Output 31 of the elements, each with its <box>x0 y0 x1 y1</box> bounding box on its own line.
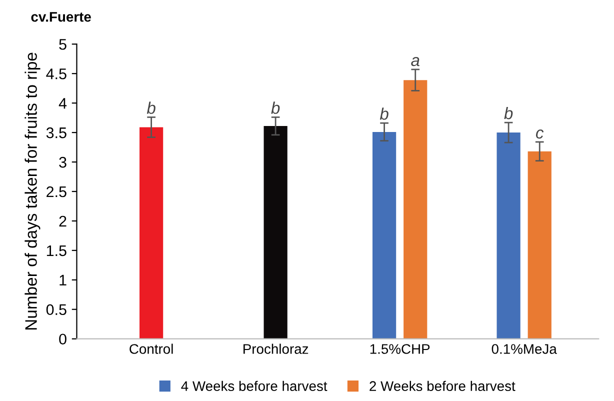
y-tick-label: 3.5 <box>46 127 66 138</box>
bar <box>496 132 520 339</box>
annotation: b <box>146 102 156 114</box>
x-tick-label: 1.5%CHP <box>370 344 430 354</box>
legend-label: 2 Weeks before harvest <box>370 380 516 392</box>
y-tick-label: 0.5 <box>46 304 66 316</box>
x-tick-label: Prochloraz <box>244 344 308 354</box>
annotation: b <box>504 106 513 120</box>
y-tick-label: 2.5 <box>46 186 66 198</box>
bar <box>264 126 288 339</box>
bar <box>372 132 396 339</box>
annotation: b <box>380 108 388 120</box>
y-tick-label: 1.5 <box>46 245 66 256</box>
annotation: b <box>271 102 280 114</box>
y-axis-title: Number of days taken for fruits to ripe <box>24 52 40 330</box>
y-tick-label: 4 <box>58 98 67 109</box>
x-tick-label: Control <box>130 344 173 354</box>
bar <box>404 80 428 339</box>
annotation: c <box>536 130 544 139</box>
bar <box>528 151 552 339</box>
chart-title: cv.Fuerte <box>31 12 91 22</box>
y-tick-label: 4.5 <box>46 68 66 80</box>
y-tick-label: 3 <box>59 156 66 168</box>
y-tick-label: 0 <box>59 334 66 345</box>
annotation: a <box>411 57 420 66</box>
bar <box>140 127 164 339</box>
legend-label: 4 Weeks before harvest <box>181 380 328 392</box>
y-tick-label: 1 <box>60 274 66 286</box>
x-tick-label: 0.1%MeJa <box>492 344 557 354</box>
y-tick-label: 2 <box>59 216 66 226</box>
y-tick-label: 5 <box>59 39 66 50</box>
